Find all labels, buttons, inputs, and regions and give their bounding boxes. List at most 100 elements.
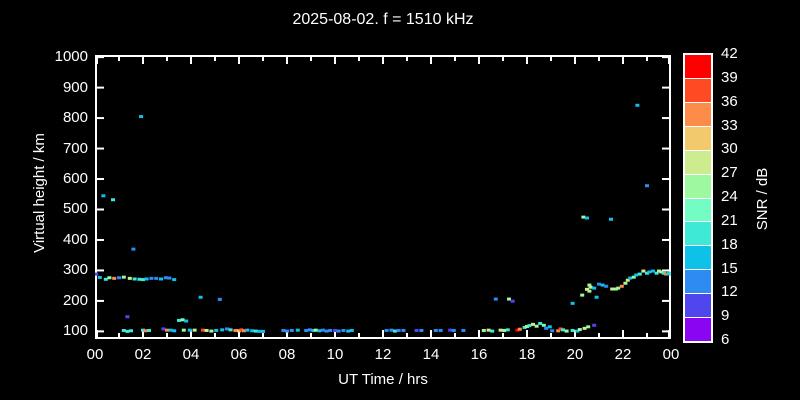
data-point	[220, 328, 224, 331]
data-point	[434, 329, 438, 332]
data-point	[592, 287, 596, 290]
data-point	[350, 329, 354, 332]
data-point	[581, 216, 585, 219]
data-point	[461, 329, 465, 332]
data-point	[139, 115, 143, 118]
data-point	[487, 329, 491, 332]
data-point	[583, 327, 587, 330]
data-point	[389, 329, 393, 332]
data-point	[393, 330, 397, 333]
data-point	[527, 324, 531, 327]
data-point	[218, 298, 222, 301]
data-point	[182, 329, 186, 332]
data-point	[341, 329, 345, 332]
data-point	[494, 298, 498, 301]
data-point	[125, 330, 129, 333]
colorbar-tick-label: 42	[721, 46, 761, 62]
data-point	[129, 329, 133, 332]
data-point	[314, 329, 318, 332]
data-point	[609, 218, 613, 221]
data-point	[587, 290, 591, 293]
data-point	[245, 329, 249, 332]
data-point	[385, 329, 389, 332]
data-point	[580, 294, 584, 297]
y-tick-label: 1000	[38, 49, 88, 65]
data-point	[542, 324, 546, 327]
data-point	[209, 330, 213, 333]
data-point	[181, 318, 185, 321]
y-tick-label: 600	[38, 171, 88, 187]
data-point	[285, 330, 289, 333]
data-point	[610, 288, 614, 291]
plot-title: 2025-08-02. f = 1510 kHz	[95, 11, 671, 29]
y-tick-label: 400	[38, 232, 88, 248]
colorbar-segment	[685, 175, 711, 199]
data-point	[254, 330, 258, 333]
data-point	[499, 329, 503, 332]
x-tick-label: 12	[366, 347, 400, 363]
data-point	[511, 300, 515, 303]
x-tick-label: 02	[126, 347, 160, 363]
data-point	[133, 277, 137, 280]
data-point	[125, 315, 129, 318]
data-point	[439, 329, 443, 332]
x-tick-label: 08	[270, 347, 304, 363]
x-tick-label: 14	[414, 347, 448, 363]
data-point	[101, 194, 105, 197]
y-tick-label: 100	[38, 323, 88, 339]
data-point	[107, 276, 111, 279]
data-point	[98, 276, 102, 279]
data-point	[233, 329, 237, 332]
y-axis-label: Virtual height / km	[31, 113, 49, 273]
data-point	[595, 296, 599, 299]
data-point	[325, 330, 329, 333]
data-point	[184, 320, 188, 323]
colorbar-segment	[685, 222, 711, 246]
y-tick-label: 700	[38, 141, 88, 157]
data-point	[128, 277, 132, 280]
data-point	[172, 278, 176, 281]
ionogram-page: 2025-08-02. f = 1510 kHz Virtual height …	[0, 0, 800, 400]
colorbar-tick-label: 33	[721, 118, 761, 134]
data-point	[229, 328, 233, 331]
colorbar	[683, 53, 713, 343]
data-point	[587, 284, 591, 287]
colorbar-tick-label: 39	[721, 70, 761, 86]
data-point	[592, 324, 596, 327]
data-point	[131, 248, 135, 251]
data-point	[620, 285, 624, 288]
x-tick-label: 18	[510, 347, 544, 363]
data-point	[397, 329, 401, 332]
data-point	[452, 329, 456, 332]
data-point	[164, 276, 168, 279]
data-point	[290, 329, 294, 332]
data-point	[482, 329, 486, 332]
data-point	[122, 276, 126, 279]
data-point	[550, 329, 554, 332]
data-point	[112, 277, 116, 280]
data-point	[506, 328, 510, 331]
data-point	[647, 270, 651, 273]
data-point	[242, 329, 246, 332]
data-point	[623, 282, 627, 285]
data-point	[161, 327, 165, 330]
y-tick-label: 200	[38, 293, 88, 309]
data-point	[154, 277, 158, 280]
data-point	[634, 274, 638, 277]
data-point	[250, 329, 254, 332]
colorbar-tick-label: 15	[721, 261, 761, 277]
data-point	[165, 329, 169, 332]
data-point	[651, 270, 655, 273]
data-point	[538, 322, 542, 325]
data-point	[296, 329, 300, 332]
data-point	[104, 278, 108, 281]
data-point	[638, 273, 642, 276]
data-point	[172, 329, 176, 332]
data-point	[448, 329, 452, 332]
data-point	[415, 329, 419, 332]
data-point	[544, 327, 548, 330]
data-point	[604, 285, 608, 288]
data-point	[490, 330, 494, 333]
colorbar-segment	[685, 318, 711, 341]
y-tick-label: 500	[38, 201, 88, 217]
